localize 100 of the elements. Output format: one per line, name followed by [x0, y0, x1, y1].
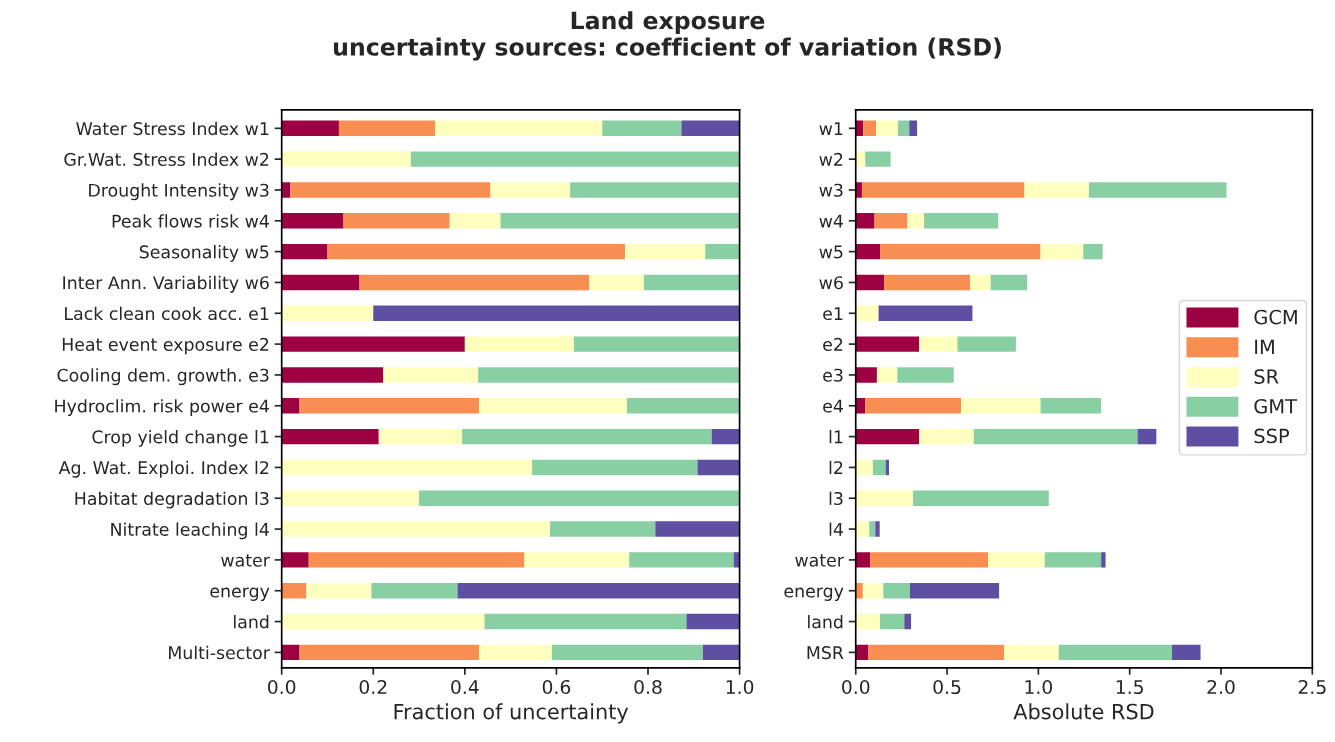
- y-tick-label: l2: [829, 460, 843, 475]
- bar: [281, 490, 420, 506]
- bar: [1101, 552, 1106, 568]
- bar: [306, 583, 372, 599]
- bar: [1058, 644, 1173, 661]
- bar: [697, 459, 740, 476]
- x-axis-title: Fraction of uncertainty: [394, 703, 629, 724]
- bar: [338, 120, 436, 137]
- bar: [855, 521, 870, 537]
- bar: [855, 613, 881, 630]
- bar: [281, 613, 485, 630]
- bar: [1024, 182, 1089, 198]
- bar: [373, 305, 740, 321]
- x-tick-label: 1.0: [726, 679, 754, 695]
- bar: [327, 243, 626, 260]
- bar: [281, 274, 360, 291]
- bar: [378, 428, 463, 445]
- bar: [711, 428, 740, 445]
- bar: [924, 213, 999, 229]
- bar: [970, 274, 991, 291]
- y-tick-label: Multi-sector: [169, 645, 270, 660]
- y-tick-label: water: [221, 554, 270, 567]
- bar: [876, 120, 898, 137]
- bar: [855, 243, 881, 260]
- bar: [419, 490, 740, 506]
- bar: [1172, 644, 1201, 661]
- y-tick-label: Water Stress Index w1: [76, 121, 269, 136]
- y-tick-label: l1: [829, 430, 843, 444]
- bar: [909, 120, 918, 137]
- bar: [869, 552, 989, 568]
- y-tick-label: Hydroclim. risk power e4: [55, 399, 269, 416]
- bar: [281, 398, 300, 414]
- legend-label: GMT: [1254, 398, 1298, 414]
- bar: [872, 459, 886, 476]
- y-tick-label: Crop yield change l1: [92, 430, 269, 447]
- y-tick-label: Inter Ann. Variability w6: [63, 275, 269, 293]
- bar: [655, 521, 740, 537]
- bar: [281, 521, 551, 537]
- y-tick-label: energy: [210, 587, 270, 601]
- y-tick-label: e2: [823, 337, 843, 351]
- bar: [1083, 243, 1103, 260]
- bar: [1004, 644, 1059, 661]
- y-tick-label: Heat event exposure e2: [62, 337, 269, 355]
- bar: [308, 552, 525, 568]
- bar: [705, 243, 740, 260]
- y-tick-label: Nitrate leaching l4: [111, 522, 269, 540]
- x-tick-label: 0.5: [933, 679, 961, 695]
- bar: [1040, 398, 1102, 414]
- x-tick-label: 0.4: [451, 679, 479, 695]
- bar: [343, 213, 450, 229]
- bar: [281, 336, 465, 352]
- bar: [551, 644, 703, 661]
- bar: [281, 367, 384, 383]
- bar: [988, 552, 1045, 568]
- bar: [589, 274, 644, 291]
- bar: [855, 367, 877, 383]
- y-tick-label: Gr.Wat. Stress Index w2: [64, 152, 269, 166]
- bar: [281, 305, 374, 321]
- y-tick-label: w1: [819, 122, 843, 135]
- bar: [907, 213, 925, 229]
- bar: [880, 613, 905, 630]
- bar: [299, 644, 480, 661]
- bar: [855, 428, 920, 445]
- y-tick-label: e3: [823, 368, 843, 382]
- bar: [855, 490, 914, 506]
- x-tick-label: 0.0: [842, 679, 870, 695]
- bar: [629, 552, 734, 568]
- bar: [876, 367, 898, 383]
- bar: [909, 583, 1000, 599]
- y-tick-label: Peak flows risk w4: [112, 214, 269, 228]
- bar: [290, 182, 491, 198]
- bar: [602, 120, 682, 137]
- bar: [281, 583, 307, 599]
- x-tick-label: 1.0: [1025, 679, 1053, 695]
- bar: [880, 243, 1041, 260]
- legend-label: IM: [1255, 339, 1274, 354]
- bar: [863, 120, 877, 137]
- bar: [702, 644, 740, 661]
- bar: [855, 459, 873, 476]
- x-tick-label: 0.6: [542, 679, 571, 695]
- bar: [570, 182, 740, 198]
- y-tick-label: land: [808, 614, 843, 629]
- bar: [1137, 428, 1157, 445]
- bar: [897, 367, 954, 383]
- bar: [532, 459, 698, 476]
- y-tick-label: energy: [784, 587, 844, 601]
- bar: [913, 490, 1049, 506]
- bar: [371, 583, 458, 599]
- bar: [573, 336, 740, 352]
- y-tick-label: MSR: [807, 646, 844, 660]
- bar: [410, 151, 740, 167]
- bar: [281, 644, 300, 661]
- bar: [435, 120, 603, 137]
- bar: [490, 182, 571, 198]
- y-tick-label: Cooling dem. growth. e3: [57, 368, 269, 386]
- y-tick-label: Lack clean cook acc. e1: [65, 306, 269, 321]
- bar: [626, 398, 740, 414]
- bar: [884, 274, 971, 291]
- bar: [681, 120, 740, 137]
- y-tick-label: land: [234, 614, 269, 629]
